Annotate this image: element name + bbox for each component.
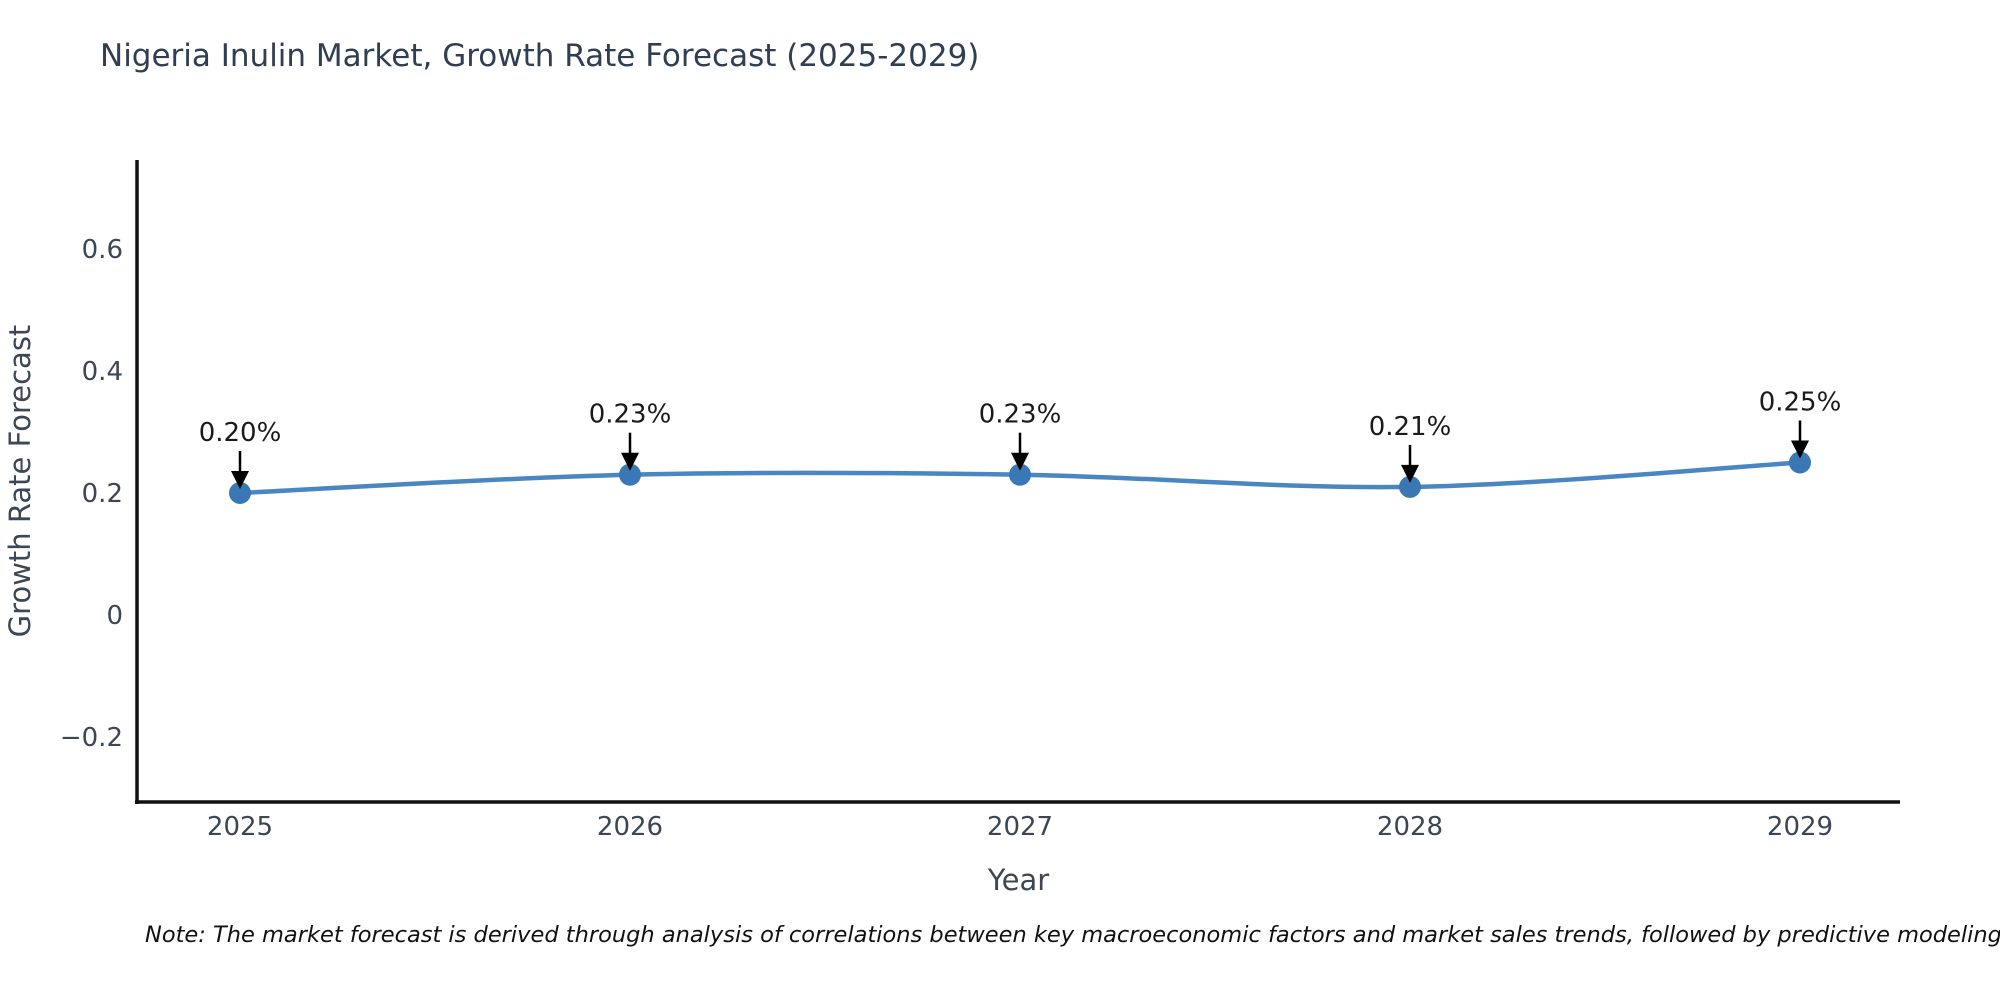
data-point-marker	[619, 463, 641, 486]
x-tick-label: 2028	[1377, 812, 1443, 842]
y-tick-label: −0.2	[60, 723, 123, 753]
annotation-arrow-head	[231, 471, 249, 489]
x-axis-title: Year	[987, 863, 1049, 897]
annotation-arrow-head	[1401, 464, 1419, 483]
data-point-marker	[229, 482, 251, 504]
annotation-arrow-head	[1791, 440, 1809, 459]
data-point-label: 0.23%	[589, 400, 672, 430]
y-tick-label: 0.6	[82, 235, 123, 265]
y-tick-label: 0.2	[82, 479, 123, 509]
annotation-arrow-head	[1011, 452, 1029, 471]
data-point-label: 0.23%	[979, 400, 1062, 430]
data-point-marker	[1789, 451, 1811, 474]
data-point-label: 0.25%	[1759, 388, 1842, 418]
x-tick-label: 2029	[1767, 812, 1833, 842]
x-tick-label: 2026	[597, 812, 663, 842]
data-point-marker	[1009, 463, 1031, 486]
y-tick-label: 0	[106, 601, 123, 631]
data-point-marker	[1399, 475, 1421, 498]
data-point-label: 0.21%	[1369, 412, 1452, 442]
data-point-label: 0.20%	[199, 418, 282, 448]
x-tick-label: 2027	[987, 812, 1053, 842]
y-axis-title: Growth Rate Forecast	[3, 325, 37, 638]
x-tick-label: 2025	[207, 812, 273, 842]
footnote: Note: The market forecast is derived thr…	[145, 922, 2000, 948]
chart-title: Nigeria Inulin Market, Growth Rate Forec…	[100, 38, 980, 74]
y-tick-label: 0.4	[82, 357, 123, 387]
annotation-arrow-head	[621, 452, 639, 471]
